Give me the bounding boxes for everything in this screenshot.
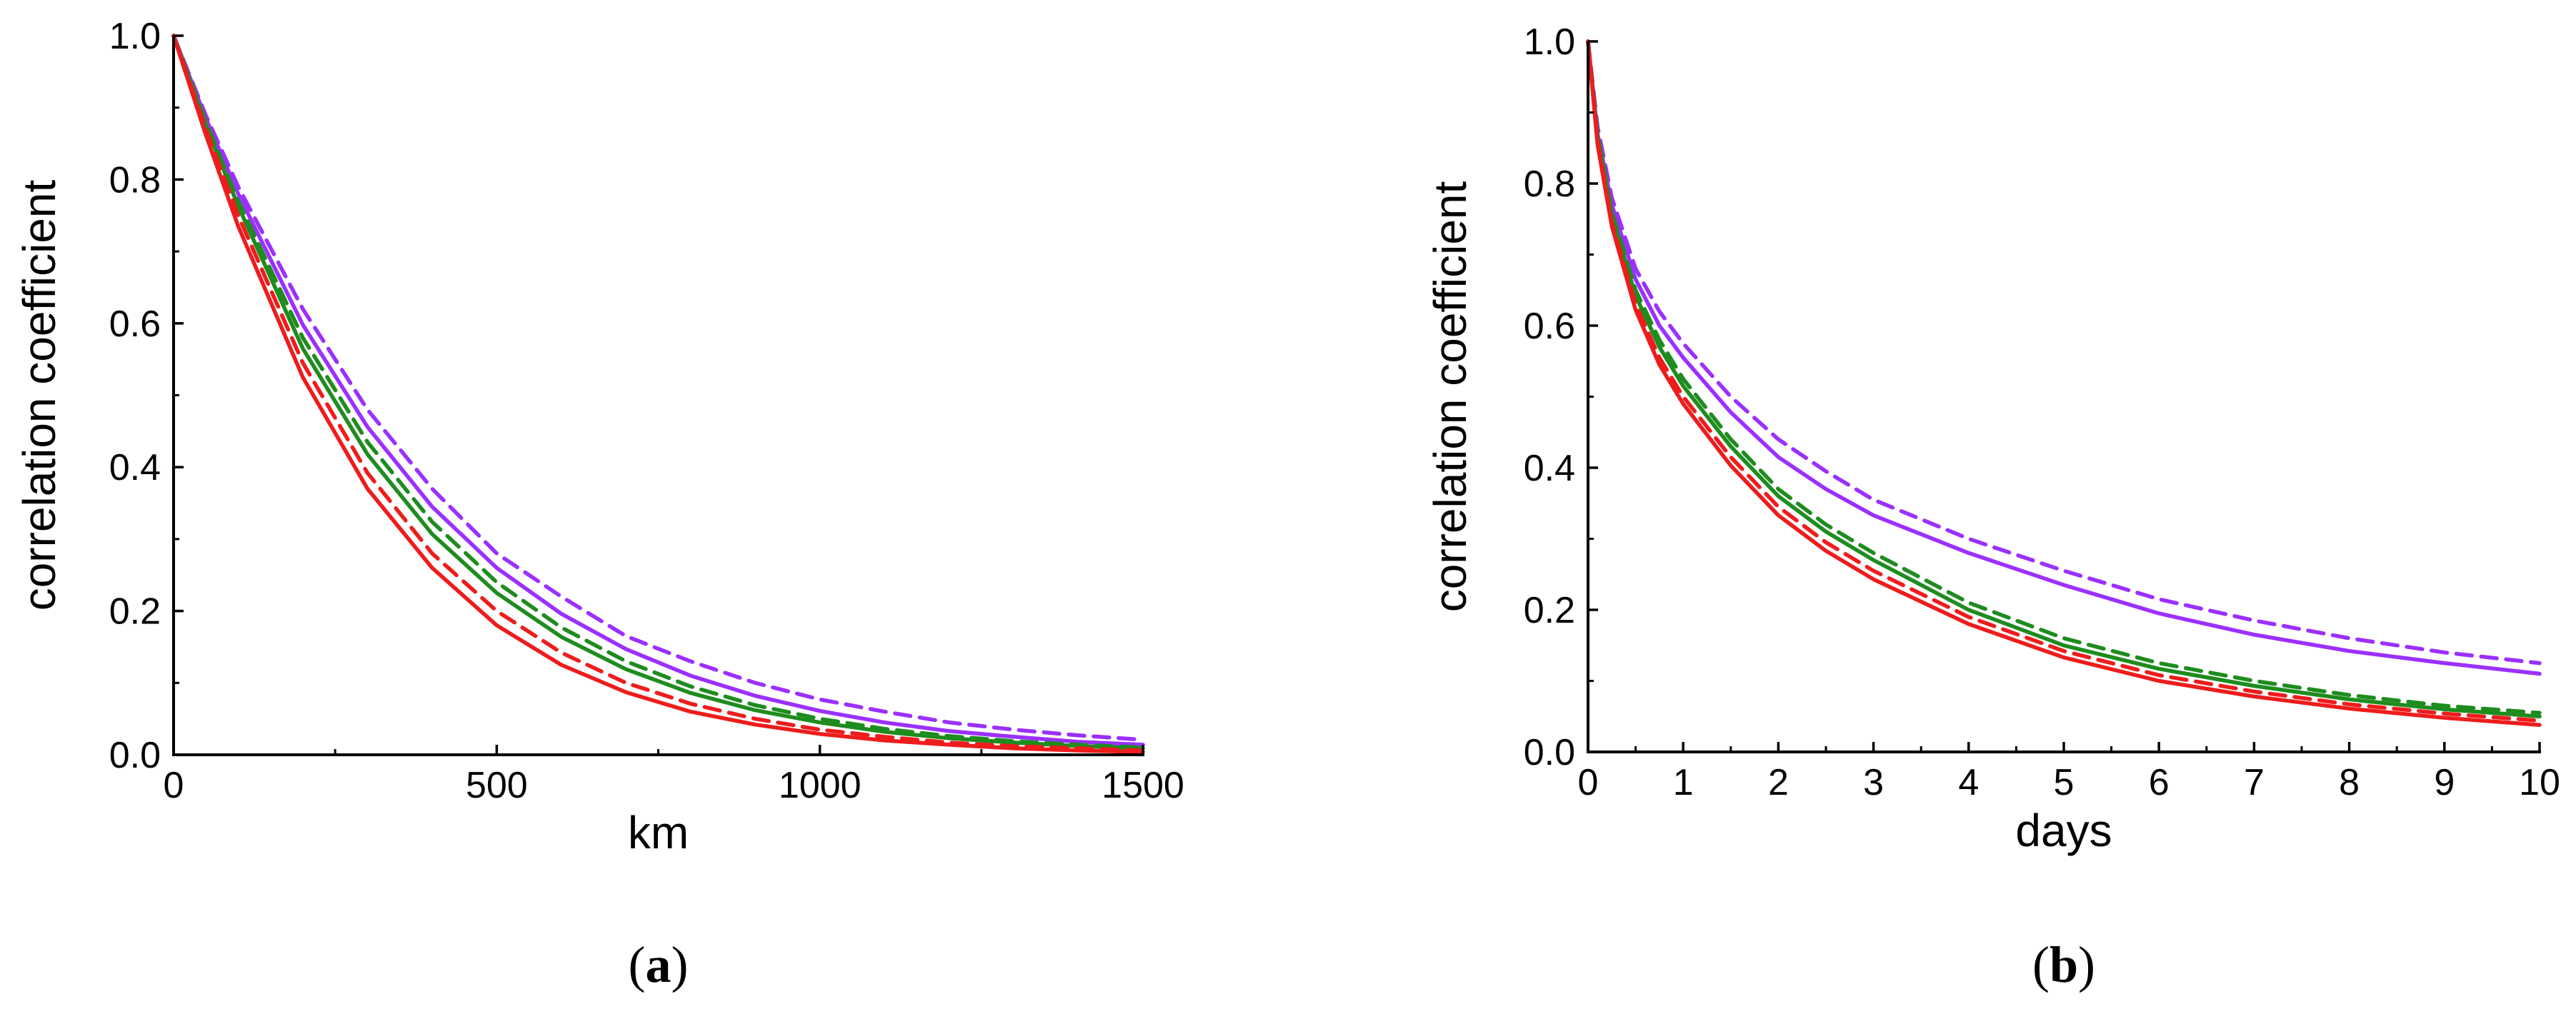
y-tick-label: 0.4: [1524, 448, 1575, 489]
x-tick-label: 3: [1863, 762, 1884, 803]
y-tick-label: 0.0: [1524, 732, 1575, 773]
x-tick-label: 8: [2339, 762, 2360, 803]
y-axis-label: correlation coefficient: [14, 179, 65, 611]
panel-label: (b): [2032, 936, 2095, 993]
series-line-green-solid: [171, 34, 1145, 751]
x-axis-label: days: [2015, 805, 2112, 856]
series-line-red-dashed: [1586, 39, 2542, 723]
panel-label-open-paren: (: [2032, 936, 2050, 993]
y-tick-label: 0.0: [109, 735, 161, 776]
series-line-purple-dashed: [1586, 39, 2542, 666]
x-tick-label: 1000: [779, 765, 862, 806]
series-line-green-dashed: [1586, 39, 2542, 716]
series-line-green-solid: [1586, 39, 2542, 719]
y-tick-label: 0.6: [1524, 306, 1575, 347]
chart-panel-b: 0 1 2 3 4 5 6 7 8 9 10 0.0 0.2 0.4 0.6 0.8 1.0 days correl…: [1424, 21, 2560, 993]
series-line-purple-solid: [171, 34, 1145, 747]
y-tick-label: 0.8: [1524, 164, 1575, 205]
x-tick-label: 7: [2244, 762, 2265, 803]
x-tick-label: 9: [2434, 762, 2455, 803]
series-line-purple-dashed: [171, 34, 1145, 742]
x-tick-label: 1: [1673, 762, 1694, 803]
x-tick-label: 6: [2149, 762, 2170, 803]
panel-label-open-paren: (: [629, 936, 646, 993]
series-line-red-solid: [171, 34, 1145, 754]
chart-panel-a: 0 500 1000 1500 0.0 0.2 0.4 0.6 0.8 1.0 km correlat…: [14, 16, 1184, 993]
panel-label-letter: b: [2050, 936, 2078, 993]
y-tick-label: 0.6: [109, 303, 161, 345]
x-tick-label: 4: [1958, 762, 1979, 803]
x-tick-label: 2: [1768, 762, 1789, 803]
x-tick-label: 0: [1578, 762, 1599, 803]
series-line-purple-solid: [1586, 39, 2542, 676]
x-axis-label: km: [628, 807, 689, 858]
panel-label-close-paren: ): [2078, 936, 2095, 993]
x-tick-label: 0: [164, 765, 184, 806]
y-tick-label: 0.4: [109, 447, 161, 488]
panel-label: (a): [629, 936, 689, 993]
y-tick-label: 0.2: [109, 591, 161, 633]
y-tick-label: 1.0: [1524, 21, 1575, 63]
y-tick-label: 0.8: [109, 159, 161, 201]
y-axis-label: correlation coefficient: [1424, 181, 1476, 612]
panel-label-letter: a: [646, 936, 672, 993]
x-tick-label: 5: [2054, 762, 2075, 803]
panel-label-close-paren: ): [672, 936, 689, 993]
series-line-red-solid: [1586, 39, 2542, 727]
series-line-red-dashed: [171, 34, 1145, 753]
y-tick-label: 1.0: [109, 16, 161, 57]
y-tick-label: 0.2: [1524, 590, 1575, 631]
x-tick-label: 1500: [1102, 765, 1184, 806]
x-tick-label: 500: [466, 765, 528, 806]
x-tick-label: 10: [2519, 762, 2560, 803]
